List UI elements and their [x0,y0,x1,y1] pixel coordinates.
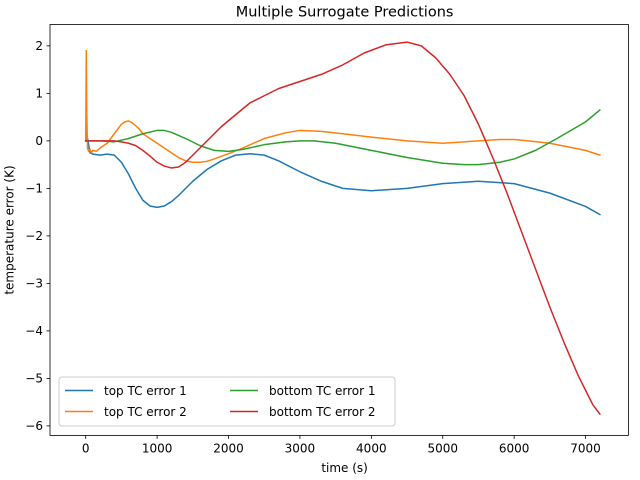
x-axis-ticks: 0 1000 2000 3000 4000 5000 6000 7000 [82,435,601,455]
legend-label: top TC error 2 [104,405,187,419]
series-line-2 [84,49,601,164]
axes-frame [49,24,629,436]
x-tick-label: 6000 [499,441,530,455]
y-tick-label: 2 [35,39,43,53]
legend-box [58,376,396,427]
legend: top TC error 1 top TC error 2 bottom TC er… [58,376,396,427]
x-tick-label: 0 [82,441,90,455]
y-axis-ticks: 2 1 0 −1 −2 −3 −4 −5 −6 [25,39,50,433]
legend-label: bottom TC error 1 [269,384,376,398]
series-line-4 [84,41,601,416]
series-line-3 [84,108,601,166]
legend-label: bottom TC error 2 [269,405,376,419]
x-tick-label: 4000 [356,441,387,455]
y-tick-label: −1 [25,182,43,196]
x-tick-label: 7000 [570,441,601,455]
chart-title: Multiple Surrogate Predictions [236,5,454,21]
y-tick-label: −4 [25,324,43,338]
plot-lines [84,41,601,416]
y-tick-label: 1 [35,87,43,101]
y-tick-label: −3 [25,277,43,291]
x-axis-title: time (s) [321,461,368,475]
x-tick-label: 1000 [142,441,173,455]
series-line-1 [84,135,601,216]
y-axis-title: temperature error (K) [3,165,17,294]
x-tick-label: 3000 [285,441,316,455]
y-tick-label: 0 [35,134,43,148]
legend-label: top TC error 1 [104,384,187,398]
y-tick-label: −5 [25,372,43,386]
y-tick-label: −2 [25,229,43,243]
y-tick-label: −6 [25,419,43,433]
x-tick-label: 5000 [427,441,458,455]
x-tick-label: 2000 [213,441,244,455]
